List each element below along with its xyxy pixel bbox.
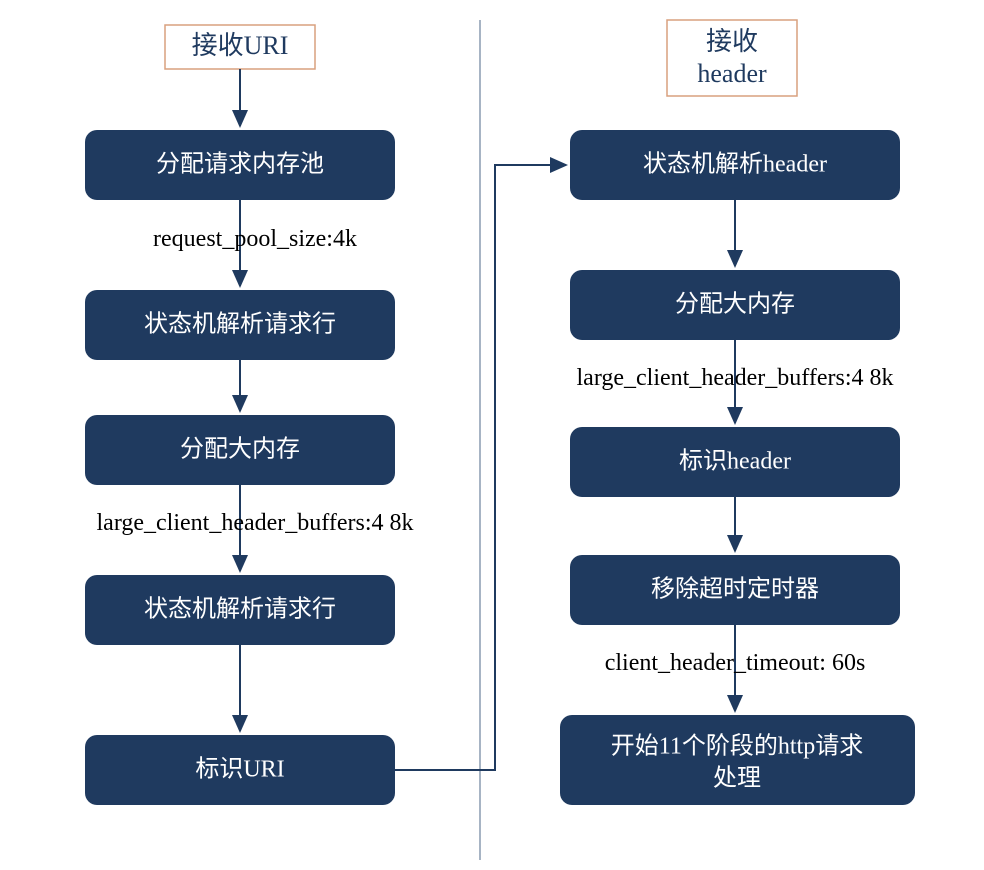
node-R4: 移除超时定时器 [570, 555, 900, 625]
label-L1-L2: request_pool_size:4k [153, 226, 357, 252]
flowchart-canvas: 接收URI 接收 header 分配请求内存池 状态机解析请求行 分配大内存 状… [0, 0, 984, 870]
node-L5: 标识URI [85, 735, 395, 805]
label-R4-R5: client_header_timeout: 60s [605, 650, 866, 676]
svg-text:标识header: 标识header [679, 448, 791, 475]
node-L4: 状态机解析请求行 [85, 575, 395, 645]
title-right-line1: 接收 [706, 27, 758, 56]
node-L1: 分配请求内存池 [85, 130, 395, 200]
svg-text:状态机解析header: 状态机解析header [643, 151, 827, 178]
title-left-text: 接收URI [192, 31, 289, 60]
svg-text:分配大内存: 分配大内存 [675, 291, 795, 318]
svg-text:分配请求内存池: 分配请求内存池 [156, 151, 324, 178]
node-R5: 开始11个阶段的http请求 处理 [560, 715, 915, 805]
svg-text:处理: 处理 [713, 765, 761, 792]
svg-text:移除超时定时器: 移除超时定时器 [651, 576, 819, 603]
svg-text:开始11个阶段的http请求: 开始11个阶段的http请求 [611, 733, 863, 760]
label-R2-R3: large_client_header_buffers:4 8k [577, 365, 894, 391]
title-left: 接收URI [165, 25, 315, 69]
title-right: 接收 header [667, 20, 797, 96]
node-R3: 标识header [570, 427, 900, 497]
svg-text:标识URI: 标识URI [195, 756, 284, 783]
node-L2: 状态机解析请求行 [85, 290, 395, 360]
svg-text:状态机解析请求行: 状态机解析请求行 [144, 596, 336, 623]
label-L3-L4: large_client_header_buffers:4 8k [97, 510, 414, 536]
svg-text:状态机解析请求行: 状态机解析请求行 [144, 311, 336, 338]
node-R2: 分配大内存 [570, 270, 900, 340]
title-right-line2: header [697, 59, 767, 88]
node-R1: 状态机解析header [570, 130, 900, 200]
svg-text:分配大内存: 分配大内存 [180, 436, 300, 463]
node-L3: 分配大内存 [85, 415, 395, 485]
